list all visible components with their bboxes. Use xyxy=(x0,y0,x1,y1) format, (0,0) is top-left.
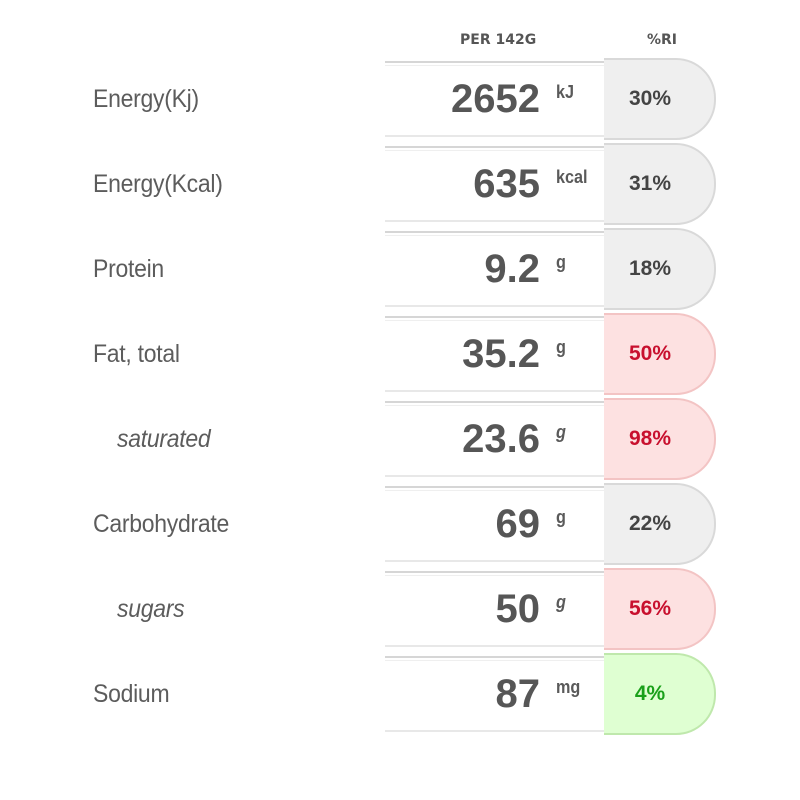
ri-percent-badge: 22% xyxy=(604,483,716,565)
value-box: 2652 kJ xyxy=(385,61,606,137)
nutrient-unit: mg xyxy=(556,677,581,697)
nutrient-label: Protein xyxy=(93,255,164,283)
ri-percent-badge: 50% xyxy=(604,313,716,395)
nutrient-row-sodium: Sodium 87 mg 4% xyxy=(0,653,800,737)
value-box: 635 kcal xyxy=(385,146,606,222)
value-box: 87 mg xyxy=(385,656,606,732)
nutrient-unit: g xyxy=(556,422,566,442)
nutrient-row-protein: Protein 9.2 g 18% xyxy=(0,228,800,312)
nutrient-unit: g xyxy=(556,252,566,272)
nutrient-value: 87 xyxy=(495,672,541,716)
ri-percent-badge: 30% xyxy=(604,58,716,140)
nutrient-value: 2652 xyxy=(451,77,540,121)
nutrient-label: Sodium xyxy=(93,680,170,708)
nutrient-unit: g xyxy=(556,337,566,357)
value-box: 9.2 g xyxy=(385,231,606,307)
nutrient-row-saturated: saturated 23.6 g 98% xyxy=(0,398,800,482)
value-box: 23.6 g xyxy=(385,401,606,477)
nutrient-row-energy-kj: Energy(Kj) 2652 kJ 30% xyxy=(0,58,800,142)
nutrient-value: 23.6 xyxy=(462,417,540,461)
nutrient-unit: g xyxy=(556,507,566,527)
ri-percent-badge: 98% xyxy=(604,398,716,480)
nutrient-label: Energy(Kj) xyxy=(93,85,199,113)
value-box: 50 g xyxy=(385,571,606,647)
nutrient-value: 50 xyxy=(495,587,541,631)
ri-percent-badge: 56% xyxy=(604,568,716,650)
nutrient-row-carbohydrate: Carbohydrate 69 g 22% xyxy=(0,483,800,567)
nutrient-value: 69 xyxy=(495,502,541,546)
nutrient-row-sugars: sugars 50 g 56% xyxy=(0,568,800,652)
nutrient-label: saturated xyxy=(117,425,211,453)
nutrient-label: Carbohydrate xyxy=(93,510,230,538)
value-box: 69 g xyxy=(385,486,606,562)
nutrient-label: Energy(Kcal) xyxy=(93,170,223,198)
ri-percent: 98% xyxy=(628,427,672,450)
ri-percent: 30% xyxy=(628,87,672,110)
value-box: 35.2 g xyxy=(385,316,606,392)
nutrient-unit: kcal xyxy=(556,167,588,187)
ri-percent-badge: 18% xyxy=(604,228,716,310)
nutrient-label: Fat, total xyxy=(93,340,180,368)
ri-percent: 4% xyxy=(634,682,666,705)
nutrient-value: 9.2 xyxy=(484,247,540,291)
ri-percent: 31% xyxy=(628,172,672,195)
ri-percent: 50% xyxy=(628,342,672,365)
reference-intake-header: %RI xyxy=(647,32,678,48)
nutrient-row-energy-kcal: Energy(Kcal) 635 kcal 31% xyxy=(0,143,800,227)
nutrient-unit: g xyxy=(556,592,566,612)
per-serving-header: PER 142G xyxy=(460,32,537,48)
nutrient-unit: kJ xyxy=(556,82,575,102)
nutrient-label: sugars xyxy=(117,595,185,623)
nutrient-value: 35.2 xyxy=(462,332,540,376)
nutrient-value: 635 xyxy=(473,162,540,206)
ri-percent-badge: 31% xyxy=(604,143,716,225)
ri-percent-badge: 4% xyxy=(604,653,716,735)
nutrient-row-fat-total: Fat, total 35.2 g 50% xyxy=(0,313,800,397)
ri-percent: 18% xyxy=(628,257,672,280)
ri-percent: 22% xyxy=(628,512,672,535)
ri-percent: 56% xyxy=(628,597,672,620)
